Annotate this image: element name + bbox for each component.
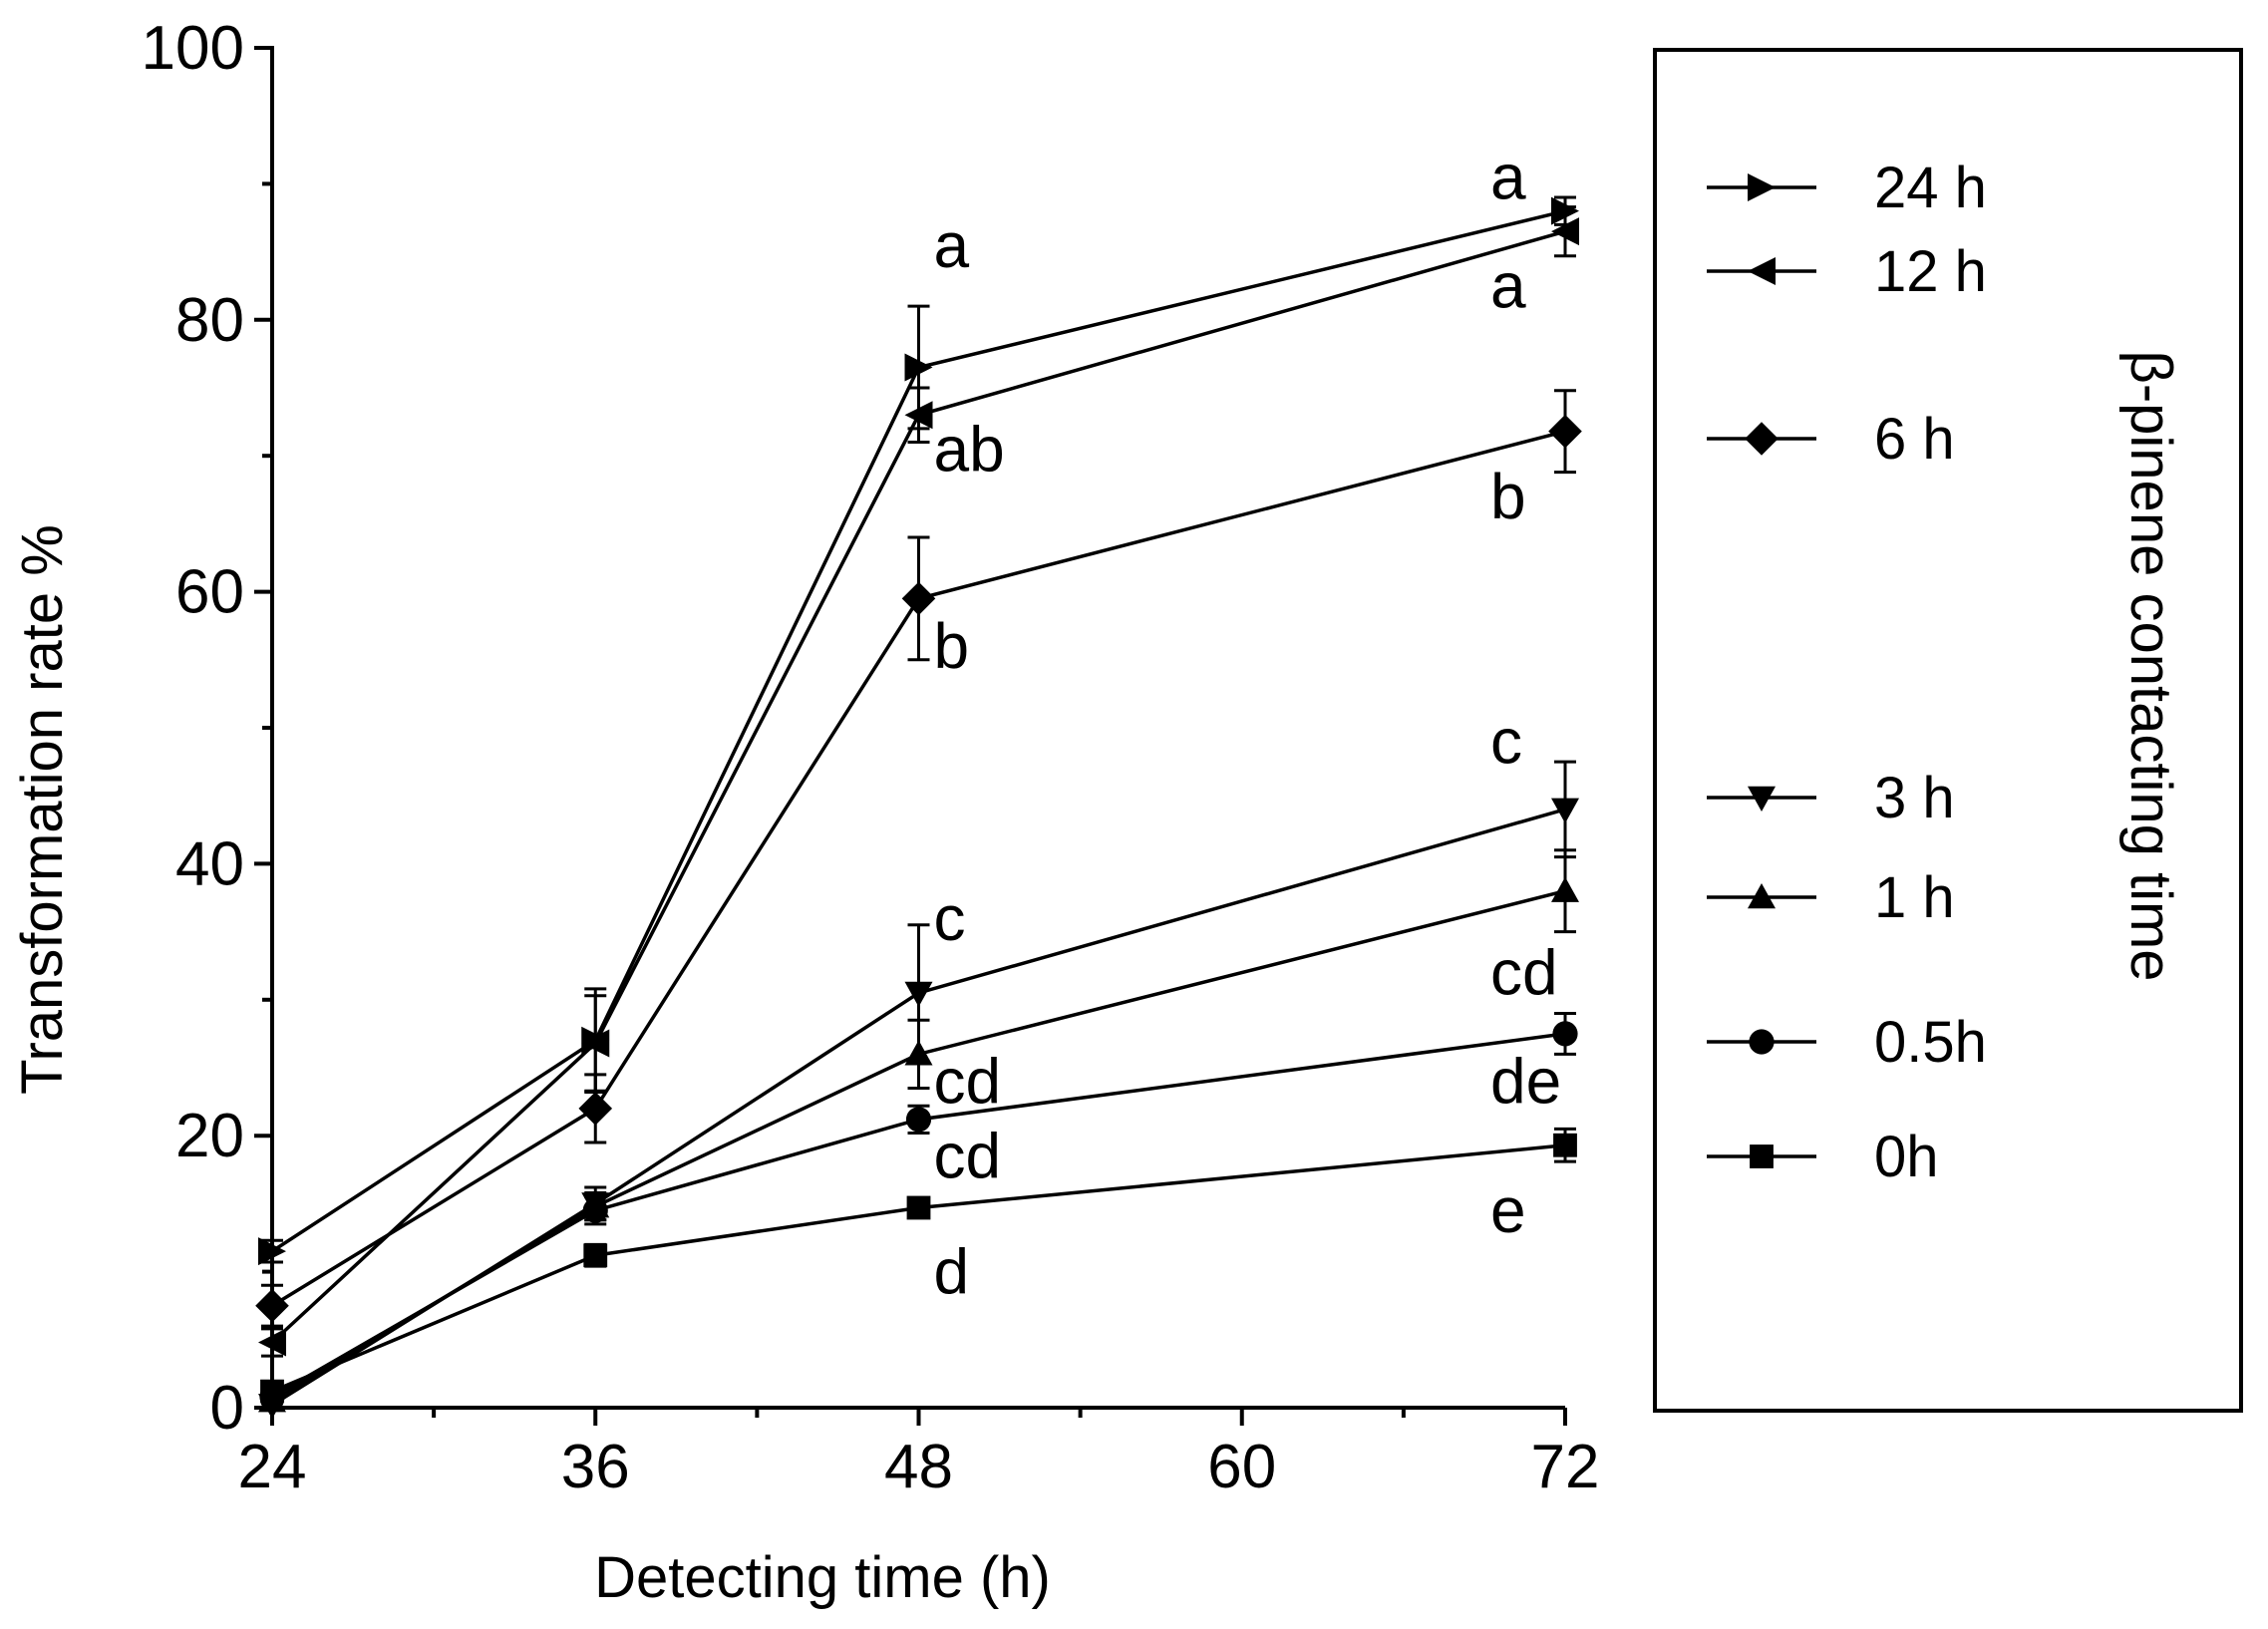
x-tick-label: 36 (561, 1433, 630, 1501)
significance-letter: a (1490, 142, 1526, 213)
series-6h (255, 389, 1582, 1328)
legend-item: 1 h (1707, 865, 1955, 930)
data-point (904, 1040, 933, 1066)
legend-marker (1748, 173, 1776, 201)
legend-marker (1748, 786, 1776, 812)
series-line (271, 1032, 1566, 1399)
data-point (1548, 414, 1582, 449)
y-tick-label: 80 (175, 286, 244, 355)
significance-letter: c (1490, 706, 1522, 778)
y-tick-label: 40 (175, 829, 244, 898)
legend-title: β-pinene contacting time (2118, 350, 2183, 981)
legend-marker (1748, 257, 1776, 285)
legend-marker (1748, 883, 1776, 909)
data-point (904, 353, 933, 382)
legend-label: 0h (1874, 1125, 1939, 1189)
series-line (270, 229, 1566, 1344)
series-3h (258, 760, 1579, 1420)
data-point (906, 1195, 931, 1220)
legend-item: 3 h (1707, 766, 1955, 830)
significance-letter: d (934, 1236, 970, 1308)
legend-marker (1749, 1029, 1775, 1055)
y-tick-label: 100 (142, 14, 244, 83)
significance-letter: cd (934, 1121, 1002, 1192)
significance-letter: ab (934, 413, 1005, 485)
data-point (582, 1197, 608, 1223)
data-point (260, 1379, 284, 1404)
significance-letter: b (934, 610, 970, 682)
legend-label: 3 h (1874, 766, 1955, 830)
legend-label: 24 h (1874, 156, 1987, 220)
data-point (578, 1092, 613, 1126)
y-axis-title: Transformation rate % (10, 524, 75, 1095)
data-point (258, 1237, 286, 1266)
x-axis-title: Detecting time (h) (594, 1545, 1051, 1610)
data-point (904, 981, 933, 1007)
series-12h (258, 205, 1579, 1358)
significance-letter: c (934, 882, 966, 954)
legend-marker (1750, 1144, 1774, 1168)
legend-marker (1745, 422, 1779, 456)
legend-item: 0h (1707, 1125, 1939, 1189)
data-point (581, 1029, 610, 1058)
data-point (255, 1288, 289, 1323)
significance-letter: cd (1490, 937, 1558, 1009)
data-point (1552, 1021, 1578, 1047)
axes: 0 20 40 60 80 100 24 36 48 60 72 (142, 14, 1600, 1501)
significance-letter: de (1490, 1046, 1561, 1118)
significance-letter: b (1490, 461, 1526, 532)
x-tick-label: 72 (1531, 1433, 1600, 1501)
legend: 24 h 12 h 6 h 3 h 1 h 0.5h 0h (1707, 156, 1987, 1189)
x-tick-label: 24 (238, 1433, 307, 1501)
legend-label: 6 h (1874, 407, 1955, 472)
data-point (583, 1243, 608, 1268)
y-tick-label: 0 (210, 1374, 244, 1443)
y-tick-label: 20 (175, 1102, 244, 1170)
data-point (258, 1328, 286, 1357)
series-line (271, 429, 1566, 1308)
legend-label: 12 h (1874, 239, 1987, 304)
data-point (1553, 1133, 1577, 1157)
series-layer (255, 195, 1582, 1420)
legend-item: 6 h (1707, 407, 1955, 472)
legend-label: 0.5h (1874, 1010, 1987, 1075)
data-point (901, 581, 936, 616)
legend-label: 1 h (1874, 865, 1955, 930)
legend-box (1653, 48, 2243, 1413)
data-point (905, 1107, 932, 1133)
data-point (1551, 798, 1579, 823)
legend-item: 12 h (1707, 239, 1987, 304)
significance-letter: e (1490, 1174, 1526, 1246)
series-line (271, 1143, 1566, 1394)
data-point (1551, 217, 1579, 246)
legend-item: 0.5h (1707, 1010, 1987, 1075)
legend-item: 24 h (1707, 156, 1987, 220)
significance-letter: cd (934, 1046, 1002, 1118)
x-tick-label: 60 (1207, 1433, 1276, 1501)
y-tick-label: 60 (175, 558, 244, 627)
x-tick-label: 48 (884, 1433, 953, 1501)
series-line (271, 208, 1566, 1253)
significance-letter: a (934, 209, 970, 281)
series-0h (260, 1127, 1577, 1404)
data-point (1551, 876, 1579, 902)
data-point (904, 401, 933, 430)
significance-letter: a (1490, 250, 1526, 322)
